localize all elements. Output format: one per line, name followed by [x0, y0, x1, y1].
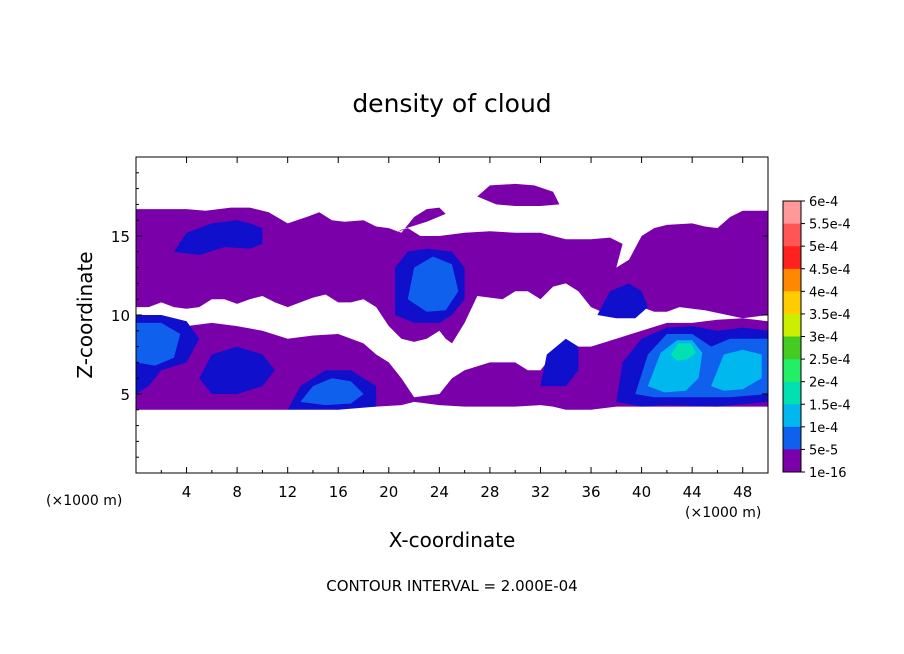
x-tick-label: 28 — [480, 483, 499, 501]
x-tick-label: 36 — [581, 483, 600, 501]
colorbar-swatch — [783, 359, 801, 383]
colorbar-label: 1e-4 — [809, 421, 838, 436]
contour-region-17 — [670, 343, 696, 361]
colorbar-label: 3.5e-4 — [809, 308, 851, 323]
colorbar-label: 5.5e-4 — [809, 218, 851, 233]
x-tick-label: 24 — [430, 483, 449, 501]
colorbar-swatch — [783, 381, 801, 405]
x-tick-label: 44 — [683, 483, 702, 501]
colorbar: 6e-4 5.5e-4 5e-4 4.5e-4 4e-4 3.5e-4 3e-4 2.5e-4… — [782, 195, 851, 481]
z-axis-ticks: 5 10 15 — [111, 172, 768, 458]
contour-region-11 — [407, 256, 459, 312]
x-axis-unit: (×1000 m) — [685, 505, 761, 521]
colorbar-swatch — [783, 426, 801, 450]
z-axis-unit: (×1000 m) — [46, 493, 122, 509]
contour-region-16 — [711, 349, 762, 391]
contour-interval-note: CONTOUR INTERVAL = 2.000E-04 — [326, 577, 577, 595]
x-axis-ticks: 4 8 12 16 20 24 28 32 36 40 44 48 — [160, 157, 752, 501]
colorbar-label: 2e-4 — [809, 376, 838, 391]
colorbar-swatch — [783, 223, 801, 247]
colorbar-swatch — [783, 404, 801, 428]
x-tick-label: 8 — [232, 483, 242, 501]
contour-region-5 — [597, 283, 648, 319]
colorbar-swatch — [783, 291, 801, 315]
colorbar-label: 5e-4 — [809, 240, 838, 255]
contour-region-3 — [173, 220, 263, 255]
z-tick-label: 5 — [120, 386, 130, 404]
contour-region-13 — [300, 378, 364, 406]
x-tick-label: 48 — [733, 483, 752, 501]
colorbar-label: 4.5e-4 — [809, 263, 851, 278]
x-tick-label: 32 — [531, 483, 550, 501]
contour-regions — [136, 183, 768, 410]
contour-region-7 — [199, 346, 275, 394]
colorbar-swatch — [783, 313, 801, 337]
z-tick-label: 10 — [111, 307, 130, 325]
colorbar-label: 1e-16 — [809, 466, 847, 481]
colorbar-label: 2.5e-4 — [809, 353, 851, 368]
colorbar-swatch-lowest — [783, 449, 801, 472]
x-tick-label: 4 — [182, 483, 192, 501]
x-tick-label: 20 — [379, 483, 398, 501]
colorbar-swatch — [783, 336, 801, 360]
x-tick-label: 16 — [329, 483, 348, 501]
contour-region-12 — [136, 322, 181, 366]
x-tick-label: 12 — [278, 483, 297, 501]
colorbar-label: 3e-4 — [809, 331, 838, 346]
z-axis-label: Z-coordinate — [73, 251, 97, 378]
z-tick-label: 15 — [111, 228, 130, 246]
x-axis-label: X-coordinate — [389, 528, 516, 552]
colorbar-label: 4e-4 — [809, 285, 838, 300]
contour-region-1 — [136, 315, 768, 410]
colorbar-swatch — [783, 201, 801, 225]
colorbar-swatch — [783, 268, 801, 292]
colorbar-swatch — [783, 246, 801, 270]
contour-region-2 — [477, 183, 560, 206]
colorbar-label: 6e-4 — [809, 195, 838, 210]
contour-region-9 — [540, 338, 579, 387]
colorbar-label: 1.5e-4 — [809, 398, 851, 413]
chart-title: density of cloud — [352, 89, 551, 118]
x-tick-label: 40 — [632, 483, 651, 501]
colorbar-label: 5e-5 — [809, 443, 838, 458]
